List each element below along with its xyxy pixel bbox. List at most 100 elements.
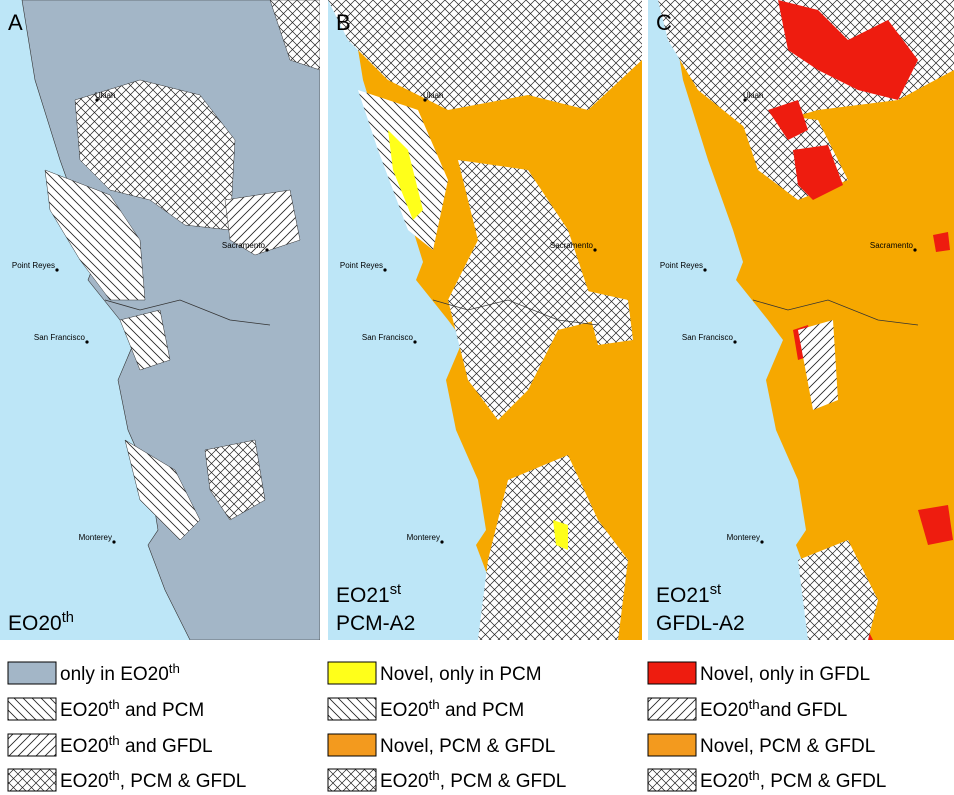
superscript: th: [109, 697, 120, 712]
label-text: and PCM: [120, 700, 204, 721]
panel-caption: EO21st: [656, 582, 721, 607]
label-text: Novel, only in GFDL: [700, 664, 870, 685]
label-text: and GFDL: [120, 736, 213, 757]
legend-label: Novel, PCM & GFDL: [380, 736, 555, 757]
city-label: San Francisco: [34, 333, 86, 342]
city-label: San Francisco: [362, 333, 414, 342]
map-panel: A Ukiah Sacramento Point Reyes San Francisco…: [0, 0, 320, 640]
label-text: Novel, PCM & GFDL: [700, 736, 875, 757]
legend-swatch: [327, 768, 377, 792]
label-text: EO21: [656, 584, 710, 607]
panel-caption: EO21st: [336, 582, 401, 607]
label-text: Novel, PCM & GFDL: [380, 736, 555, 757]
legend-label: Novel, PCM & GFDL: [700, 736, 875, 757]
legend-swatch: [7, 661, 57, 685]
city-label: Sacramento: [550, 241, 594, 250]
superscript: th: [169, 661, 180, 676]
label-text: EO20: [380, 771, 429, 792]
label-text: EO20: [60, 771, 109, 792]
panel-letter: C: [656, 10, 672, 35]
region: [478, 455, 628, 640]
panel-letter: A: [8, 10, 23, 35]
label-text: EO20: [60, 736, 109, 757]
city-label: Point Reyes: [340, 261, 383, 270]
label-text: , PCM & GFDL: [760, 771, 887, 792]
city-dot: [423, 98, 427, 102]
legend-swatch: [647, 697, 697, 721]
legend-swatch: [7, 768, 57, 792]
panel-caption: GFDL-A2: [656, 612, 745, 635]
legend-swatch: [7, 697, 57, 721]
superscript: th: [429, 697, 440, 712]
river: [432, 299, 599, 326]
legend-swatch: [7, 733, 57, 757]
legend-swatch: [647, 733, 697, 757]
region: [768, 100, 808, 140]
city-label: Ukiah: [95, 91, 115, 100]
map: [328, 0, 642, 640]
region: [933, 232, 950, 252]
label-text: PCM-A2: [336, 612, 415, 635]
city-dot: [265, 248, 269, 252]
city-label: Monterey: [407, 533, 440, 542]
superscript: st: [390, 582, 401, 598]
legend-swatch: [327, 661, 377, 685]
legend-swatch: [327, 733, 377, 757]
label-text: EO21: [336, 584, 390, 607]
superscript: th: [749, 768, 760, 783]
river: [104, 299, 271, 326]
superscript: st: [710, 582, 721, 598]
city-dot: [913, 248, 917, 252]
legend-label: EO20th, PCM & GFDL: [60, 768, 246, 793]
label-text: EO20: [8, 612, 62, 635]
land: [670, 0, 954, 640]
label-text: EO20: [700, 700, 749, 721]
city-dot: [703, 268, 707, 272]
region: [269, 0, 320, 71]
legend-label: EO20th, PCM & GFDL: [700, 768, 886, 793]
region: [124, 439, 201, 541]
city-dot: [733, 340, 737, 344]
label-text: Novel, only in PCM: [380, 664, 542, 685]
city-dot: [383, 268, 387, 272]
map-panel: C Ukiah Sacramento Point Reyes San Francisco…: [648, 0, 954, 640]
label-text: EO20: [380, 700, 429, 721]
superscript: th: [109, 768, 120, 783]
city-dot: [593, 248, 597, 252]
city-label: Sacramento: [222, 241, 266, 250]
superscript: th: [109, 733, 120, 748]
superscript: th: [749, 697, 760, 712]
city-dot: [95, 98, 99, 102]
label-text: , PCM & GFDL: [120, 771, 247, 792]
superscript: th: [62, 610, 74, 626]
panel-caption: EO20th: [8, 610, 74, 635]
legend-label: EO20th and PCM: [60, 697, 204, 722]
legend-label: EO20th, PCM & GFDL: [380, 768, 566, 793]
city-dot: [85, 340, 89, 344]
region: [798, 320, 838, 410]
label-text: , PCM & GFDL: [440, 771, 567, 792]
legend-swatch: [647, 661, 697, 685]
city-label: Ukiah: [423, 91, 443, 100]
label-text: and PCM: [440, 700, 524, 721]
legend-swatch: [327, 697, 377, 721]
city-label: Sacramento: [870, 241, 914, 250]
legend-label: only in EO20th: [60, 661, 180, 686]
label-text: only in EO20: [60, 664, 169, 685]
river: [752, 299, 919, 326]
city-dot: [413, 340, 417, 344]
region: [119, 309, 171, 371]
city-dot: [743, 98, 747, 102]
city-dot: [112, 540, 116, 544]
city-dot: [55, 268, 59, 272]
map-panel: B Ukiah Sacramento Point Reyes San Francisco…: [328, 0, 642, 640]
map: [648, 0, 954, 640]
region: [778, 0, 918, 100]
legend-swatch: [647, 768, 697, 792]
region: [44, 169, 146, 301]
legend-label: EO20th and GFDL: [60, 733, 213, 758]
city-dot: [760, 540, 764, 544]
region: [448, 160, 598, 420]
city-label: Monterey: [727, 533, 760, 542]
region: [793, 145, 843, 200]
